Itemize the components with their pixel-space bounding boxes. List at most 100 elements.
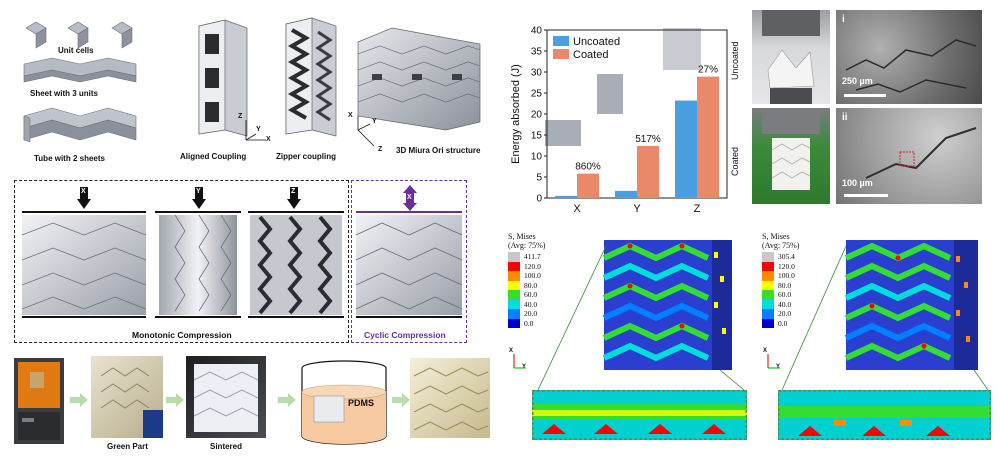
load-arrow-y: [192, 187, 206, 209]
fe-legend-swatch: [508, 280, 520, 290]
tube-label: Tube with 2 sheets: [34, 154, 105, 163]
fe-legend-value: 100.0: [524, 271, 541, 281]
fe-zoom-right: [778, 390, 991, 440]
fe-legend-value: 20.0: [778, 309, 792, 319]
axis2-y: Y: [372, 118, 377, 125]
aligned-label: Aligned Coupling: [180, 152, 247, 161]
fe-left-title2: (Avg: 75%): [508, 241, 546, 250]
fe-legend-value: 0.0: [524, 318, 534, 328]
sintered-label: Sintered: [210, 442, 243, 451]
fe-legend-value: 40.0: [524, 299, 538, 309]
bar-annotation: 860%: [575, 162, 601, 173]
monotonic-box: [14, 180, 349, 343]
pdms-label: PDMS: [348, 398, 375, 408]
photo-coated: [752, 108, 830, 204]
bar-uncoated-z: [675, 100, 697, 198]
fe-legend-swatch: [508, 252, 520, 262]
fe-legend-row: 120.0: [762, 261, 832, 271]
green-part-label: Green Part: [107, 442, 148, 451]
fe-legend-row: 40.0: [762, 299, 832, 309]
sheet-label: Sheet with 3 units: [30, 89, 99, 98]
axis1-z: Z: [238, 113, 243, 120]
axis1-y: Y: [256, 126, 261, 133]
compression-panel-cyclic: [356, 185, 462, 321]
y-tick-label: 25: [531, 89, 543, 100]
sem-image-i: [836, 10, 982, 104]
fe-left-y: Y: [522, 364, 527, 370]
fe-triad-right: [762, 346, 786, 374]
y-tick-label: 0: [536, 194, 542, 205]
unit-cells-figure: [20, 14, 140, 50]
sintered-image: [186, 356, 266, 438]
y-tick-label: 40: [531, 26, 543, 37]
legend-swatch: [553, 36, 569, 46]
cyclic-arrow: [403, 185, 417, 211]
load-label-z: Z: [291, 188, 296, 195]
fe-legend-row: 60.0: [508, 290, 578, 300]
fe-zoom-lines-left: [530, 240, 750, 400]
fe-right-x: X: [763, 348, 768, 354]
sem-image-ii: [836, 108, 982, 204]
fe-model-left: [600, 232, 734, 378]
axis2-z: Z: [378, 146, 383, 153]
legend-swatch: [553, 49, 569, 59]
axis2-x: X: [348, 112, 353, 119]
fe-legend-swatch: [508, 290, 520, 300]
scale-bar-2: 100 µm: [842, 178, 873, 188]
fe-legend-row: 411.7: [508, 252, 578, 262]
tube-figure: [22, 104, 142, 148]
fe-legend-value: 411.7: [524, 252, 541, 262]
bar-coated-x: [577, 173, 599, 198]
fe-legend-value: 20.0: [524, 309, 538, 319]
y-tick-label: 5: [536, 173, 542, 184]
axis1-x: X: [266, 136, 271, 143]
fe-legend-swatch: [762, 280, 774, 290]
fe-legend-row: 305.4: [762, 252, 832, 262]
bar-coated-z: [697, 76, 719, 198]
fe-legend-value: 60.0: [778, 290, 792, 300]
fe-right-title1: S, Mises: [762, 232, 790, 241]
y-axis-label: Energy absorbed (J): [510, 64, 522, 164]
fe-legend-swatch: [762, 271, 774, 281]
axis-triad-1: [236, 114, 276, 148]
fe-legend-row: 80.0: [508, 280, 578, 290]
cyclic-box: [351, 180, 467, 343]
fe-right-title2: (Avg: 75%): [762, 241, 800, 250]
fe-legend-value: 0.0: [778, 318, 788, 328]
y-tick-label: 15: [531, 131, 543, 142]
y-tick-label: 10: [531, 152, 543, 163]
bar-uncoated-x: [555, 195, 577, 198]
coated-label: Coated: [730, 146, 740, 176]
legend-label: Coated: [573, 49, 608, 61]
fe-legend-value: 40.0: [778, 299, 792, 309]
fe-legend-swatch: [762, 309, 774, 319]
fe-legend-value: 80.0: [524, 280, 538, 290]
fe-legend-swatch: [508, 318, 520, 328]
load-label-y: Y: [196, 188, 201, 195]
fe-legend-swatch: [508, 261, 520, 271]
fe-legend-swatch: [762, 261, 774, 271]
fe-left-x: X: [509, 348, 514, 354]
fe-legend-row: 20.0: [508, 309, 578, 319]
zipper-coupling-figure: [282, 16, 340, 140]
fe-legend-value: 100.0: [778, 271, 795, 281]
fe-legend-swatch: [762, 299, 774, 309]
uncoated-label: Uncoated: [730, 41, 740, 80]
zipper-label: Zipper coupling: [276, 152, 336, 161]
miura-label: 3D Miura Ori structure: [396, 146, 481, 155]
fe-left-title1: S, Mises: [508, 232, 536, 241]
fe-legend-swatch: [508, 309, 520, 319]
compression-panel-y: [155, 185, 241, 321]
fe-right-rows: 305.4 120.0 100.0 80.0 60.0 40.0 20.0 0.0: [762, 252, 832, 328]
bar-coated-y: [637, 145, 659, 198]
fe-zoom-lines-right: [774, 240, 994, 400]
fe-triad-left: [508, 346, 532, 374]
legend-label: Uncoated: [573, 36, 620, 48]
process-arrow-3: [278, 393, 296, 407]
coated-part-image: [410, 358, 490, 438]
sem-label-i: i: [842, 14, 845, 25]
load-arrow-z: [287, 187, 301, 209]
scale-bar-1: 250 µm: [842, 76, 873, 86]
fe-legend-row: 60.0: [762, 290, 832, 300]
x-tick-label: Y: [633, 203, 641, 215]
